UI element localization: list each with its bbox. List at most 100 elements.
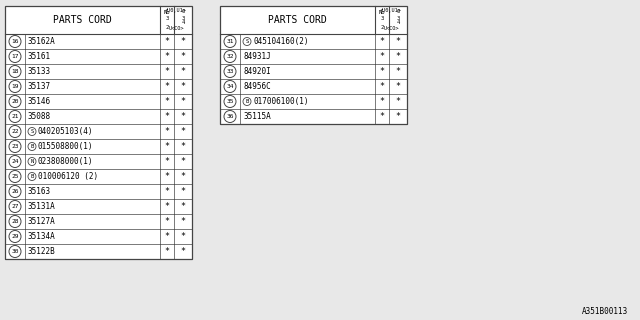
Text: *: *: [180, 217, 186, 226]
Text: 040205103(4): 040205103(4): [38, 127, 93, 136]
Text: *: *: [180, 187, 186, 196]
Text: *: *: [164, 157, 170, 166]
Text: 35134A: 35134A: [28, 232, 56, 241]
Text: *: *: [164, 52, 170, 61]
Text: 36: 36: [227, 114, 234, 119]
Text: 26: 26: [12, 189, 19, 194]
Text: 35133: 35133: [28, 67, 51, 76]
Text: *: *: [180, 127, 186, 136]
Text: *: *: [180, 232, 186, 241]
Text: U<CO>: U<CO>: [168, 26, 184, 31]
Text: 35163: 35163: [28, 187, 51, 196]
Text: S: S: [30, 129, 34, 134]
Text: *: *: [180, 157, 186, 166]
Text: 32: 32: [227, 54, 234, 59]
Text: 35127A: 35127A: [28, 217, 56, 226]
Text: 84920I: 84920I: [243, 67, 271, 76]
Text: *: *: [396, 112, 401, 121]
Text: 25: 25: [12, 174, 19, 179]
Text: 0: 0: [396, 9, 399, 14]
Text: *: *: [180, 172, 186, 181]
Text: B: B: [30, 174, 34, 179]
Text: *: *: [396, 82, 401, 91]
Text: 20: 20: [12, 99, 19, 104]
Text: *: *: [380, 37, 385, 46]
Text: 18: 18: [12, 69, 19, 74]
Text: U<CO>: U<CO>: [383, 26, 399, 31]
Text: 35137: 35137: [28, 82, 51, 91]
Text: *: *: [180, 97, 186, 106]
Text: 17: 17: [12, 54, 19, 59]
Text: 22: 22: [12, 129, 19, 134]
Text: 3: 3: [181, 15, 184, 20]
Text: *: *: [380, 97, 385, 106]
Text: 34: 34: [227, 84, 234, 89]
Text: *: *: [164, 37, 170, 46]
Text: *: *: [396, 67, 401, 76]
Text: *: *: [396, 37, 401, 46]
Text: 19: 19: [12, 84, 19, 89]
Text: *: *: [164, 217, 170, 226]
Text: *: *: [164, 142, 170, 151]
Text: *: *: [396, 52, 401, 61]
Text: *: *: [396, 97, 401, 106]
Text: *: *: [164, 112, 170, 121]
Text: *: *: [380, 67, 385, 76]
Text: 33: 33: [227, 69, 234, 74]
Text: 35122B: 35122B: [28, 247, 56, 256]
Text: B: B: [245, 99, 248, 104]
Text: 3: 3: [165, 17, 168, 21]
Text: <U0,U1>: <U0,U1>: [165, 8, 187, 13]
Text: <U0,U1>: <U0,U1>: [380, 8, 402, 13]
Text: 35161: 35161: [28, 52, 51, 61]
Text: *: *: [180, 82, 186, 91]
Text: 2: 2: [380, 25, 383, 30]
Text: *: *: [180, 142, 186, 151]
Bar: [5, 6, 192, 259]
Text: *: *: [164, 67, 170, 76]
Text: 21: 21: [12, 114, 19, 119]
Text: 29: 29: [12, 234, 19, 239]
Text: 16: 16: [12, 39, 19, 44]
Text: *: *: [180, 52, 186, 61]
Text: No: No: [379, 10, 385, 15]
Text: *: *: [180, 67, 186, 76]
Text: *: *: [164, 202, 170, 211]
Text: *: *: [380, 82, 385, 91]
Text: *: *: [164, 247, 170, 256]
Text: *: *: [180, 247, 186, 256]
Text: *: *: [180, 112, 186, 121]
Text: PARTS CORD: PARTS CORD: [268, 15, 327, 25]
Text: 84956C: 84956C: [243, 82, 271, 91]
Text: 045104160(2): 045104160(2): [253, 37, 308, 46]
Text: 35115A: 35115A: [243, 112, 271, 121]
Text: 4: 4: [396, 20, 399, 25]
Text: *: *: [164, 187, 170, 196]
Text: *: *: [380, 52, 385, 61]
Text: PARTS CORD: PARTS CORD: [53, 15, 112, 25]
Text: 35: 35: [227, 99, 234, 104]
Text: 017006100(1): 017006100(1): [253, 97, 308, 106]
Text: 35146: 35146: [28, 97, 51, 106]
Text: *: *: [164, 97, 170, 106]
Text: 3: 3: [396, 15, 399, 20]
Text: *: *: [180, 202, 186, 211]
Text: 35162A: 35162A: [28, 37, 56, 46]
Text: *: *: [164, 232, 170, 241]
Bar: [220, 6, 407, 124]
Text: 010006120 (2): 010006120 (2): [38, 172, 98, 181]
Text: A351B00113: A351B00113: [582, 307, 628, 316]
Text: *: *: [164, 127, 170, 136]
Text: 30: 30: [12, 249, 19, 254]
Text: *: *: [164, 172, 170, 181]
Text: 27: 27: [12, 204, 19, 209]
Text: 28: 28: [12, 219, 19, 224]
Text: No: No: [164, 10, 170, 15]
Text: 023808000(1): 023808000(1): [38, 157, 93, 166]
Text: 35131A: 35131A: [28, 202, 56, 211]
Text: *: *: [380, 112, 385, 121]
Text: N: N: [30, 159, 34, 164]
Text: 3: 3: [380, 17, 383, 21]
Text: 35088: 35088: [28, 112, 51, 121]
Text: 24: 24: [12, 159, 19, 164]
